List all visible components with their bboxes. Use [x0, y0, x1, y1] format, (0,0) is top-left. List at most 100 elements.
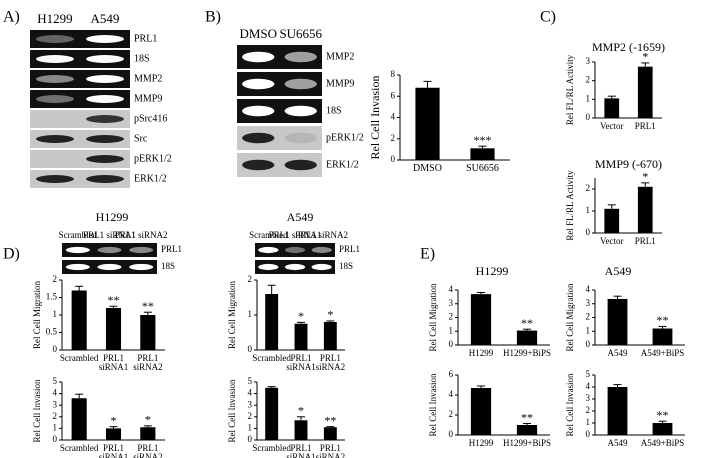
y-tick-label: 2 [248, 411, 253, 421]
y-tick-label: 2 [586, 183, 591, 193]
y-tick-label: 1 [586, 205, 591, 215]
gel-row [255, 243, 335, 257]
bar [652, 328, 673, 345]
panel-label: A) [3, 9, 20, 26]
x-tick-label: H1299+BiPS [502, 438, 552, 448]
y-tick-label: 3 [586, 298, 591, 308]
band-label: pSrc416 [134, 113, 167, 124]
bar [637, 186, 653, 233]
bar [71, 290, 87, 350]
gel-band [86, 115, 124, 123]
y-tick-label: 2 [449, 409, 454, 419]
gel-band [284, 132, 317, 144]
gel-band [284, 246, 306, 254]
significance: * [327, 308, 333, 322]
gel-row [30, 50, 130, 68]
y-axis-label: Rel FL/RL Activity [565, 170, 575, 241]
significance: * [298, 309, 304, 323]
lane-label: Scrambled [249, 230, 288, 240]
panel-label: B) [205, 9, 221, 26]
y-tick-label: 0.5 [46, 327, 58, 337]
y-tick-label: 6 [449, 369, 454, 379]
bar [140, 315, 156, 350]
gel-band [242, 132, 275, 144]
gel-row [30, 170, 130, 188]
x-tick-label: Scrambled [252, 353, 291, 363]
x-tick-label: Scrambled [59, 443, 99, 453]
significance: ** [657, 408, 669, 422]
gel-band [86, 35, 124, 43]
gel-band [284, 51, 317, 63]
lane-label: PRL1 siRNA2 [114, 230, 168, 240]
y-tick-label: 1 [248, 422, 253, 432]
y-tick-label: 1 [248, 309, 253, 319]
gel-band [258, 263, 279, 271]
bar [470, 148, 495, 160]
y-tick-label: 4 [248, 388, 253, 398]
y-tick-label: 3 [586, 56, 591, 66]
band-label: PRL1 [339, 244, 360, 254]
y-tick-label: 8 [391, 69, 396, 79]
x-tick-label: H1299 [468, 348, 494, 358]
y-tick-label: 0 [248, 344, 253, 354]
panel-label: E) [420, 246, 435, 263]
y-tick-label: 0 [53, 344, 58, 354]
bar [294, 323, 308, 350]
x-tick-label: PRL1 siRNA2 [315, 443, 346, 458]
y-tick-label: 2 [586, 75, 591, 85]
bar [637, 66, 653, 118]
gel-band [242, 105, 275, 117]
y-tick-label: 0 [586, 429, 591, 439]
x-tick-label: Scrambled [252, 443, 291, 453]
band-label: MMP2 [326, 51, 354, 62]
y-tick-label: 0 [53, 434, 58, 444]
band-label: MMP2 [134, 73, 162, 84]
gel-band [284, 263, 306, 271]
gel-band [36, 95, 74, 103]
gel-band [36, 175, 74, 183]
band-label: 18S [326, 105, 342, 116]
gel-band [86, 55, 124, 63]
y-tick-label: 3 [248, 399, 253, 409]
x-tick-label: PRL1 siRNA1 [98, 443, 129, 458]
y-tick-label: 1 [53, 309, 58, 319]
y-tick-label: 1 [449, 325, 454, 335]
y-tick-label: 2 [586, 312, 591, 322]
y-tick-label: 1 [586, 325, 591, 335]
gel-band [311, 246, 332, 254]
significance: * [145, 413, 151, 427]
x-tick-label: PRL1 siRNA1 [286, 353, 316, 372]
y-tick-label: 4 [53, 388, 58, 398]
x-tick-label: SU6656 [466, 163, 499, 174]
y-tick-label: 4 [449, 284, 454, 294]
gel-band [311, 263, 332, 271]
gel-band [242, 159, 275, 171]
x-tick-label: Vector [600, 236, 624, 246]
y-axis-label: Rel Cell Migration [565, 283, 575, 351]
band-label: 18S [161, 261, 175, 271]
lane-label: PRL1 siRNA1 [268, 230, 322, 240]
bar [140, 427, 156, 440]
y-axis-label: Rel Cell Invasion [32, 379, 42, 442]
significance: ** [108, 293, 120, 307]
gel-row [30, 70, 130, 88]
y-axis-label: Rel Cell Invasion [565, 373, 575, 436]
x-tick-label: PRL1 [634, 121, 656, 131]
gel-band [86, 175, 124, 183]
bar [652, 423, 673, 435]
y-tick-label: 5 [53, 376, 58, 386]
band-label: Src [134, 133, 148, 144]
x-tick-label: PRL1 siRNA1 [286, 443, 316, 458]
gel-band [36, 55, 74, 63]
band-label: 18S [134, 53, 150, 64]
panel-label: C) [540, 9, 556, 26]
y-axis-label: Rel FL/RL Activity [565, 54, 575, 125]
band-label: ERK1/2 [326, 159, 359, 170]
x-tick-label: PRL1 siRNA2 [133, 443, 163, 458]
significance: * [642, 170, 648, 184]
y-tick-label: 4 [391, 112, 396, 122]
x-tick-label: A549+BiPS [640, 348, 685, 358]
lane-label: PRL1 siRNA1 [83, 230, 136, 240]
significance: * [642, 50, 648, 64]
